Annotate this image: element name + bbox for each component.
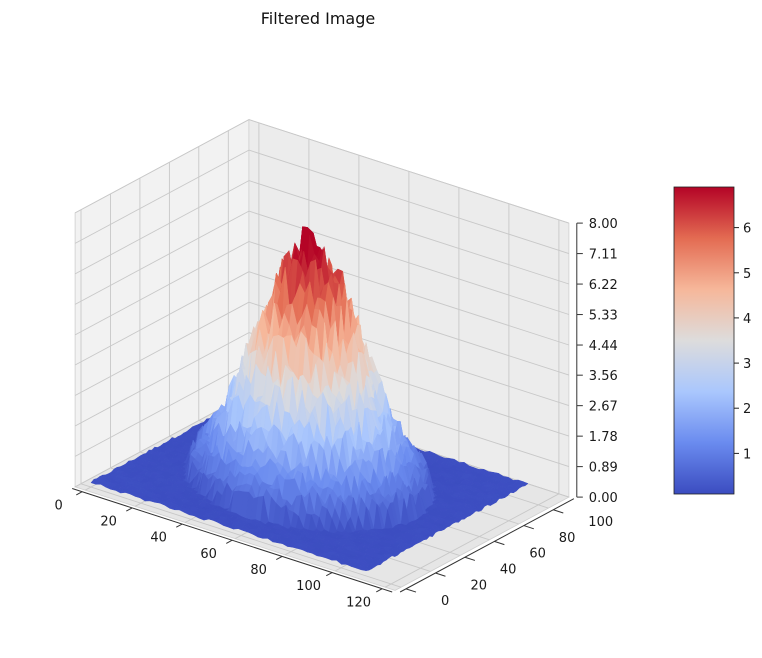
colorbar-tick-label: 3: [743, 357, 751, 372]
y-tick-label: 20: [471, 578, 488, 593]
y-tick-mark: [435, 572, 446, 577]
x-tick-mark: [76, 491, 83, 496]
z-tick-label: 4.44: [589, 339, 618, 354]
x-tick-mark: [176, 523, 183, 528]
colorbar-tick-label: 2: [743, 402, 751, 417]
x-tick-mark: [226, 539, 233, 544]
colorbar-tick-label: 5: [743, 267, 751, 282]
z-tick-label: 1.78: [589, 430, 618, 445]
z-tick-label: 3.56: [589, 369, 618, 384]
y-tick-label: 80: [559, 531, 576, 546]
y-tick-mark: [494, 540, 505, 546]
z-tick-label: 7.11: [589, 248, 618, 263]
colorbar-tick-label: 4: [743, 312, 751, 327]
z-tick-label: 5.33: [589, 309, 618, 324]
x-tick-label: 80: [250, 563, 267, 578]
z-tick-label: 8.00: [589, 217, 618, 232]
x-tick-label: 0: [54, 498, 62, 513]
y-tick-mark: [523, 525, 534, 530]
z-tick-label: 2.67: [589, 400, 618, 415]
colorbar: 1 2 3 4 5 6: [673, 186, 751, 495]
x-tick-label: 120: [346, 595, 371, 610]
x-tick-label: 40: [150, 531, 167, 546]
y-tick-label: 60: [529, 547, 546, 562]
z-tick-label: 0.00: [589, 491, 618, 506]
y-tick-mark: [405, 588, 417, 593]
axis-lines: [72, 223, 578, 593]
y-tick-label: 40: [500, 563, 517, 578]
x-tick-label: 60: [200, 547, 217, 562]
z-tick-label: 6.22: [589, 278, 618, 293]
colorbar-tick-label: 6: [743, 222, 751, 237]
surface: [90, 226, 529, 571]
surface-facet: [360, 566, 370, 571]
y-tick-mark: [464, 556, 476, 561]
x-tick-mark: [376, 588, 383, 593]
x-tick-mark: [126, 507, 133, 512]
colorbar-tick-label: 1: [743, 447, 751, 462]
x-tick-mark: [326, 572, 333, 577]
y-tick-label: 0: [441, 594, 449, 609]
x-tick-label: 100: [296, 579, 321, 594]
axes-3d: 0 20 40 60 80 100 120 0 20 40 60 80 100 0.00 0.89 1.78 2…: [54, 118, 618, 610]
x-tick-label: 20: [100, 515, 117, 530]
chart-title: Filtered Image: [261, 9, 375, 28]
colorbar-gradient: [673, 186, 735, 495]
y-tick-mark: [553, 509, 564, 514]
y-tick-label: 100: [588, 515, 613, 530]
x-tick-mark: [276, 555, 283, 561]
z-tick-label: 0.89: [589, 461, 618, 476]
